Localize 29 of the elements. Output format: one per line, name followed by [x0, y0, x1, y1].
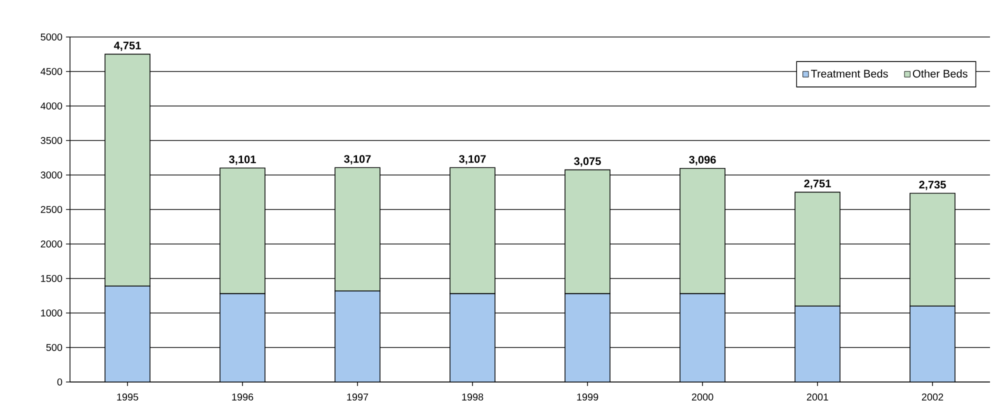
x-tick-label: 1999	[577, 393, 598, 401]
y-tick-label: 500	[46, 344, 62, 352]
x-tick-label: 2001	[806, 393, 828, 401]
y-tick-label: 2000	[40, 240, 62, 248]
y-tick-label: 3000	[40, 171, 62, 179]
y-tick-label: 5000	[40, 33, 62, 41]
legend-label: Treatment Beds	[811, 70, 888, 78]
x-tick-label: 1995	[117, 393, 138, 401]
legend-label: Other Beds	[912, 70, 968, 78]
total-label: 2,751	[804, 180, 831, 189]
x-tick-label: 1998	[462, 393, 484, 401]
x-tick-label: 2000	[692, 393, 714, 401]
x-tick-label: 1997	[347, 393, 368, 401]
total-label: 4,751	[114, 42, 141, 51]
x-tick-label: 2002	[922, 393, 944, 401]
y-tick-label: 4000	[40, 102, 62, 110]
y-tick-label: 1000	[41, 309, 62, 317]
y-tick-label: 3500	[40, 136, 62, 144]
y-tick-label: 2500	[40, 206, 62, 214]
total-label: 3,075	[574, 157, 601, 167]
total-label: 3,107	[459, 155, 486, 164]
x-tick-label: 1996	[232, 393, 254, 401]
y-tick-label: 0	[57, 378, 62, 386]
y-tick-label: 1500	[41, 274, 62, 282]
y-tick-label: 4500	[40, 68, 62, 76]
total-label: 3,107	[344, 155, 371, 164]
total-label: 3,101	[229, 156, 256, 165]
total-label: 3,096	[689, 156, 716, 166]
total-label: 2,735	[919, 180, 946, 190]
